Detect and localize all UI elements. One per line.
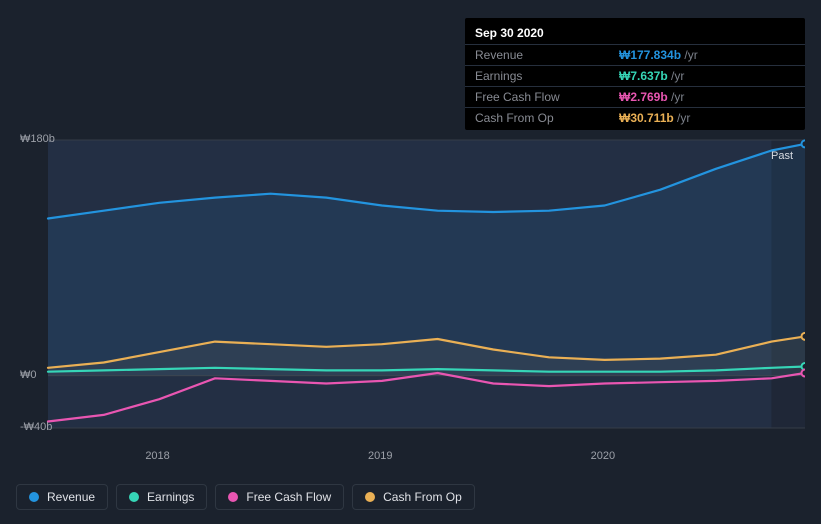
tooltip-row: Revenue₩177.834b /yr (465, 44, 805, 65)
legend-label: Free Cash Flow (246, 490, 331, 504)
y-axis-label: ₩0 (20, 369, 37, 381)
legend-label: Revenue (47, 490, 95, 504)
legend-item-cash_from_op[interactable]: Cash From Op (352, 484, 475, 510)
legend-swatch (228, 492, 238, 502)
past-label: Past (771, 150, 793, 162)
series-endpoint-revenue (802, 140, 806, 147)
y-axis-label: -₩40b (20, 421, 52, 433)
legend-item-earnings[interactable]: Earnings (116, 484, 207, 510)
x-axis-label: 2018 (145, 450, 169, 462)
y-axis-label: ₩180b (20, 133, 55, 145)
tooltip-row-value: ₩2.769b /yr (619, 90, 795, 104)
legend-label: Cash From Op (383, 490, 462, 504)
tooltip-row-label: Revenue (475, 48, 619, 62)
legend-swatch (129, 492, 139, 502)
tooltip-row-label: Earnings (475, 69, 619, 83)
tooltip-row-value: ₩177.834b /yr (619, 48, 795, 62)
tooltip-row: Earnings₩7.637b /yr (465, 65, 805, 86)
legend: Revenue Earnings Free Cash Flow Cash From O… (16, 484, 475, 510)
series-endpoint-fcf (802, 370, 806, 377)
tooltip-row: Free Cash Flow₩2.769b /yr (465, 86, 805, 107)
legend-swatch (365, 492, 375, 502)
legend-swatch (29, 492, 39, 502)
x-axis-label: 2020 (591, 450, 615, 462)
chart-area: ₩180b ₩0 -₩40b 2018 2019 2020 Past (16, 120, 805, 470)
tooltip-row-value: ₩7.637b /yr (619, 69, 795, 83)
tooltip-panel: Sep 30 2020 Revenue₩177.834b /yrEarnings… (465, 18, 805, 130)
chart-svg[interactable] (16, 120, 805, 438)
legend-item-revenue[interactable]: Revenue (16, 484, 108, 510)
tooltip-row-label: Free Cash Flow (475, 90, 619, 104)
x-axis-label: 2019 (368, 450, 392, 462)
series-endpoint-cash_from_op (802, 333, 806, 340)
tooltip-date: Sep 30 2020 (465, 20, 805, 44)
legend-item-fcf[interactable]: Free Cash Flow (215, 484, 344, 510)
legend-label: Earnings (147, 490, 194, 504)
